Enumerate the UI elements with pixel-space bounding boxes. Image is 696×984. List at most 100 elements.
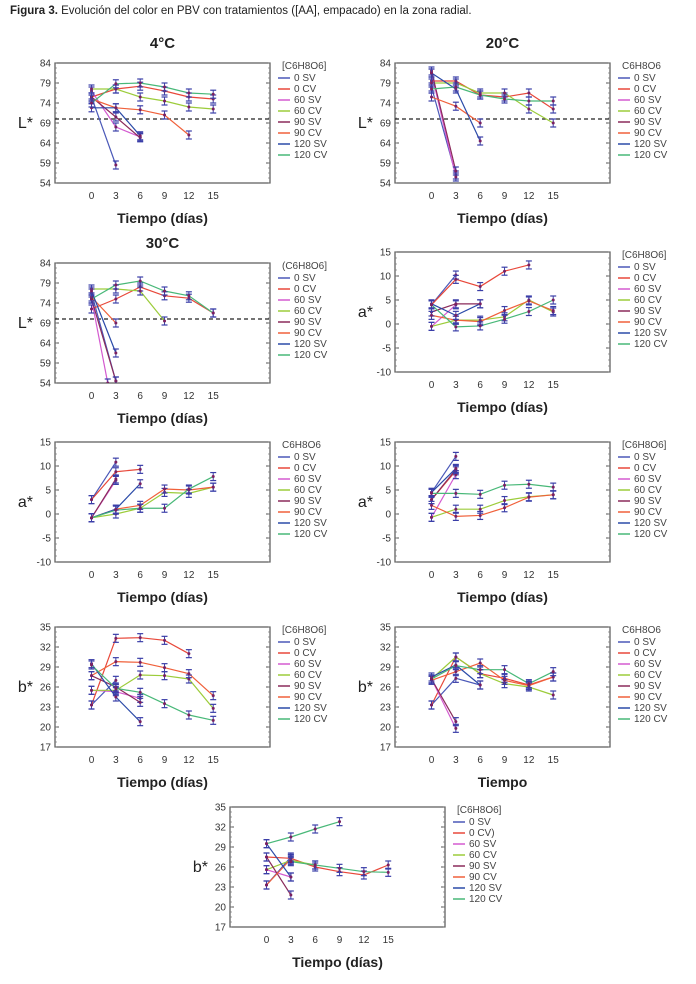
x-tick-label: 15 [383,935,395,946]
point-marker [163,674,167,678]
data-point [501,314,508,324]
data-point [112,505,119,515]
data-point [210,482,217,492]
y-tick-label: 69 [40,319,52,330]
legend-label: 60 CV [634,295,662,306]
series-group [428,451,557,522]
data-point [161,316,168,326]
data-point [137,633,144,643]
data-point [185,291,192,301]
data-point [525,479,532,489]
point-marker [503,309,507,313]
legend-item: 60 SV [618,95,662,106]
series-line-120-cv [91,664,214,721]
legend-item: 60 SV [278,95,322,106]
series-line-0-cv [91,286,214,314]
series-line-0-cv [91,85,214,100]
data-point [452,310,459,320]
point-marker [430,703,434,707]
point-marker [163,666,167,670]
point-marker [265,868,269,872]
point-marker [454,514,458,518]
point-marker [338,820,342,824]
point-marker [527,299,531,303]
series-line-120-cv [431,86,554,102]
legend-item: 90 SV [453,861,497,872]
point-marker [454,726,458,730]
data-point [137,670,144,680]
legend-label: 60 SV [294,95,322,106]
point-marker [478,507,482,511]
x-tick-label: 3 [453,570,459,581]
data-point [287,857,294,867]
point-marker [114,115,118,119]
point-marker [551,99,555,103]
point-marker [163,506,167,510]
point-marker [187,294,191,298]
data-point [137,92,144,102]
x-tick-label: 9 [502,570,508,581]
point-marker [163,85,167,89]
data-point [161,96,168,106]
y-tick-label: 29 [40,663,52,674]
legend-item: 120 SV [278,139,327,150]
legend-item: 90 CV [453,872,497,883]
series-line-60-cv [91,88,214,110]
point-marker [114,379,118,383]
legend-label: 0 CV [634,648,657,659]
series-line-0-cv [266,856,389,876]
y-tick-label: 26 [380,683,392,694]
point-marker [114,695,118,699]
series-line-60-sv [430,72,457,178]
legend-item: 90 SV [618,496,662,507]
legend-item: 0 SV [618,262,656,273]
y-tick-label: 5 [385,296,391,307]
y-tick-label: 17 [215,923,227,934]
legend-item: 120 CV [618,529,668,540]
x-tick-label: 15 [548,191,560,202]
legend-item: 60 CV [618,106,662,117]
series-line-90-sv [430,678,457,722]
point-marker [114,470,118,474]
data-point [452,101,459,111]
data-point [477,680,484,690]
series-line-90-cv [91,661,214,697]
x-tick-label: 3 [113,755,119,766]
legend-title: C6H8O6 [622,61,661,72]
point-marker [187,652,191,656]
data-point [477,321,484,331]
legend-label: 0 CV [634,463,657,474]
point-marker [114,508,118,512]
legend-label: 60 SV [294,659,322,670]
data-point [137,286,144,296]
y-tick-label: 29 [380,663,392,674]
legend-label: 90 CV [294,507,322,518]
point-marker [386,863,390,867]
point-marker [551,309,555,313]
y-tick-label: 74 [40,99,52,110]
data-point [88,660,95,670]
point-marker [313,827,317,831]
data-point [452,463,459,474]
legend-item: 120 CV [618,714,668,725]
legend-label: 120 CV [294,150,328,161]
x-axis-label: Tiempo (días) [117,774,208,790]
x-tick-label: 0 [89,191,95,202]
x-tick-label: 6 [477,755,483,766]
legend-item: 120 SV [278,518,327,529]
data-point [550,690,557,700]
x-tick-label: 6 [477,570,483,581]
plot-frame [54,626,271,748]
x-tick-label: 0 [264,935,270,946]
y-tick-label: 59 [40,159,52,170]
series-group [263,817,392,900]
data-point [88,98,95,108]
point-marker [187,713,191,717]
legend-label: 0 SV [294,637,316,648]
x-tick-label: 6 [137,570,143,581]
legend-label: 120 SV [294,139,327,150]
series-line-90-sv [91,478,117,519]
y-tick-label: 15 [380,248,392,259]
x-tick-label: 15 [208,570,220,581]
